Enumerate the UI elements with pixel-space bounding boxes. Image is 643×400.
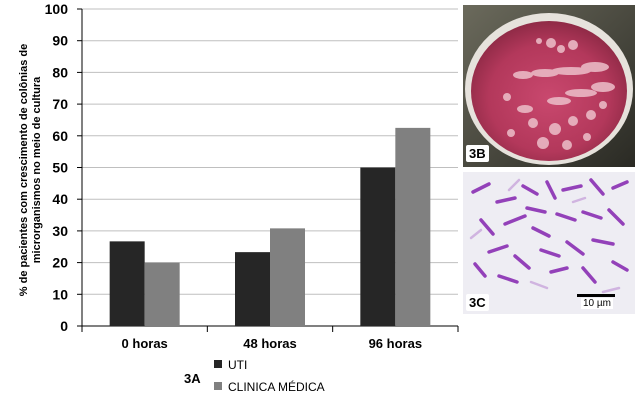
y-tick-label: 40 <box>52 191 68 207</box>
x-category-labels: 0 horas 48 horas 96 horas <box>122 336 423 351</box>
y-tick-label: 50 <box>52 160 68 176</box>
y-tick-label: 90 <box>52 33 68 49</box>
bars <box>109 127 431 326</box>
bar-clinica-medica-1 <box>144 262 180 326</box>
y-tick-label: 20 <box>52 255 68 271</box>
bar-uti-3 <box>360 167 396 326</box>
y-tick-label: 30 <box>52 223 68 239</box>
panel-label-3a: 3A <box>184 371 201 386</box>
micrograph-illustration <box>463 172 635 314</box>
y-tick-label: 60 <box>52 128 68 144</box>
y-tick-label: 70 <box>52 96 68 112</box>
x-category-label: 48 horas <box>243 336 296 351</box>
y-axis-label-line1: % de pacientes com crescimento de colôni… <box>18 44 30 296</box>
y-tick-label: 0 <box>60 318 68 334</box>
y-tick-label: 100 <box>45 1 69 17</box>
petri-dish-illustration <box>463 5 635 167</box>
scale-bar-label: 10 µm <box>581 298 613 309</box>
bar-uti-2 <box>235 252 270 326</box>
legend: UTI CLINICA MÉDICA <box>214 358 325 394</box>
x-category-label: 96 horas <box>369 336 422 351</box>
legend-swatch <box>214 382 222 390</box>
y-tick-label: 80 <box>52 64 68 80</box>
legend-swatch <box>214 360 222 368</box>
petri-dish-photo: 3B <box>463 5 635 167</box>
legend-label: CLINICA MÉDICA <box>228 379 325 394</box>
bar-clinica-medica-2 <box>270 228 305 326</box>
bar-uti-1 <box>109 241 145 326</box>
x-category-label: 0 horas <box>122 336 168 351</box>
bar-clinica-medica-3 <box>395 127 431 326</box>
micrograph-photo: 3C 10 µm <box>463 172 635 314</box>
y-axis-label-line2: microrganismos no meio de cultura <box>31 76 43 263</box>
y-tick-labels: 0 10 20 30 40 50 60 70 80 90 100 <box>45 1 69 334</box>
panel-label-3c: 3C <box>466 294 489 311</box>
legend-label: UTI <box>228 358 247 372</box>
y-tick-label: 10 <box>52 286 68 302</box>
panel-label-3b: 3B <box>466 145 489 162</box>
